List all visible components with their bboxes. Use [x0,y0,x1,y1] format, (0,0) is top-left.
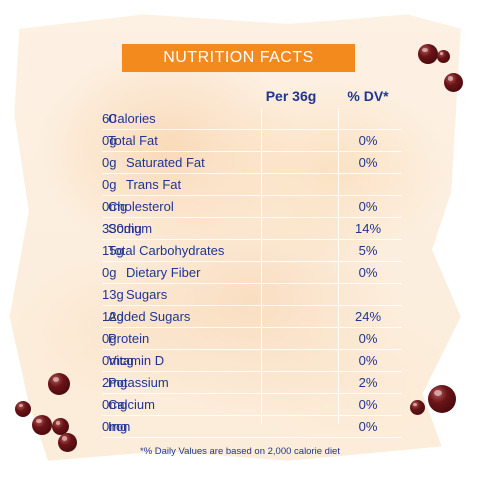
nutrient-amount: 0g [102,177,117,192]
boba-pearl-icon [32,415,52,435]
nutrient-label: Cholesterol [108,199,174,214]
nutrient-amount: 0mg [102,397,128,412]
nutrient-label: Calcium [108,397,155,412]
nutrient-amount: 0mcg [102,353,134,368]
nutrition-row: Saturated Fat 0g 0% [102,152,402,174]
nutrient-daily-value: 24% [354,309,382,324]
nutrient-amount: 0g [102,133,117,148]
boba-pearl-icon [444,73,463,92]
nutrient-daily-value: 0% [358,133,378,148]
nutrition-row: Calories 60 [102,108,402,130]
nutrient-daily-value: 0% [358,353,378,368]
column-divider [261,108,262,424]
nutrition-row: Vitamin D 0mcg 0% [102,350,402,372]
nutrient-label: Potassium [108,375,169,390]
nutrient-label: Vitamin D [108,353,165,368]
nutrient-amount: 0mg [102,199,128,214]
nutrient-amount: 60 [102,111,117,126]
nutrient-amount: 12g [102,309,124,324]
nutrient-label: Total Carbohydrates [108,243,225,258]
nutrient-daily-value: 0% [358,397,378,412]
boba-pearl-icon [58,433,77,452]
column-header-amount: Per 36g [265,88,317,104]
nutrition-row: Cholesterol 0mg 0% [102,196,402,218]
boba-pearl-icon [15,401,31,417]
page-title: NUTRITION FACTS [163,49,314,66]
nutrition-row: Dietary Fiber 0g 0% [102,262,402,284]
nutrient-amount: 15g [102,243,124,258]
nutrient-label: Calories [108,111,156,126]
nutrient-label: Trans Fat [126,177,182,192]
nutrition-row: Calcium 0mg 0% [102,394,402,416]
nutrition-row: Protein 0g 0% [102,328,402,350]
nutrition-row: Potassium 2mg 2% [102,372,402,394]
nutrient-amount: 13g [102,287,124,302]
boba-pearl-icon [410,400,425,415]
nutrient-daily-value: 0% [358,419,378,434]
nutrient-daily-value: 14% [354,221,382,236]
nutrition-row: Added Sugars 12g 24% [102,306,402,328]
nutrient-label: Sodium [108,221,153,236]
nutrition-row: Sugars 13g [102,284,402,306]
nutrient-label: Sugars [126,287,168,302]
nutrient-label: Protein [108,331,150,346]
nutrient-label: Iron [108,419,131,434]
footnote: *% Daily Values are based on 2,000 calor… [140,446,340,457]
nutrition-row: Trans Fat 0g [102,174,402,196]
column-divider [338,108,339,424]
column-header-daily-value: % DV* [347,88,389,104]
nutrition-row: Total Carbohydrates 15g 5% [102,240,402,262]
boba-pearl-icon [437,50,450,63]
nutrient-label: Saturated Fat [126,155,205,170]
nutrition-row: Sodium 330mg 14% [102,218,402,240]
nutrient-amount: 0g [102,155,117,170]
nutrient-label: Added Sugars [108,309,191,324]
nutrient-amount: 0mg [102,419,128,434]
nutrient-amount: 0g [102,265,117,280]
boba-pearl-icon [48,373,70,395]
nutrient-daily-value: 0% [358,155,378,170]
nutrient-label: Dietary Fiber [126,265,201,280]
nutrient-daily-value: 0% [358,199,378,214]
nutrition-row: Total Fat 0g 0% [102,130,402,152]
nutrient-daily-value: 5% [358,243,378,258]
nutrient-amount: 330mg [102,221,142,236]
nutrient-daily-value: 0% [358,331,378,346]
nutrient-amount: 0g [102,331,117,346]
boba-pearl-icon [52,418,69,435]
nutrition-table: Calories 60 Total Fat 0g 0% Saturated Fat 0g 0%… [102,108,402,438]
title-banner: NUTRITION FACTS [122,44,355,72]
nutrient-daily-value: 2% [358,375,378,390]
boba-pearl-icon [418,44,438,64]
nutrient-label: Total Fat [108,133,158,148]
nutrient-amount: 2mg [102,375,128,390]
nutrition-row: Iron 0mg 0% [102,416,402,438]
boba-pearl-icon [428,385,456,413]
nutrient-daily-value: 0% [358,265,378,280]
